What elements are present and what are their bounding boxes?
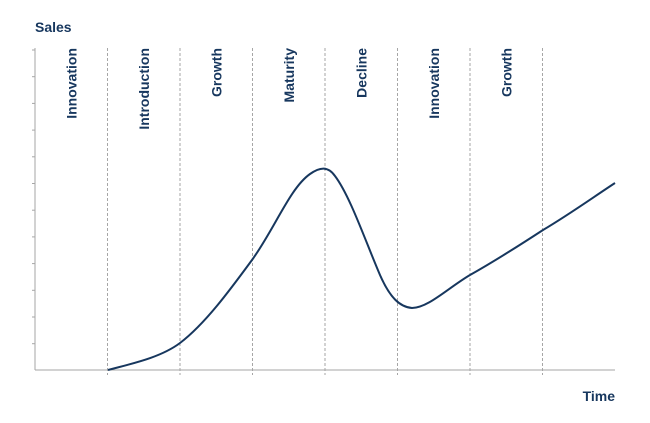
y-axis-label: Sales	[35, 19, 72, 35]
life-cycle-curve	[107, 167, 616, 371]
x-axis-label: Time	[583, 388, 616, 404]
phase-label: Maturity	[281, 48, 297, 103]
phases: Innovation Introduction Growth Maturity Decl…	[63, 48, 543, 375]
phase-label: Innovation	[426, 48, 442, 119]
phase-label: Decline	[353, 48, 369, 98]
phase-label: Innovation	[63, 48, 79, 119]
phase-label: Growth	[208, 48, 224, 97]
phase-label: Growth	[498, 48, 514, 97]
phase-label: Introduction	[136, 48, 152, 130]
y-ticks	[32, 49, 35, 345]
